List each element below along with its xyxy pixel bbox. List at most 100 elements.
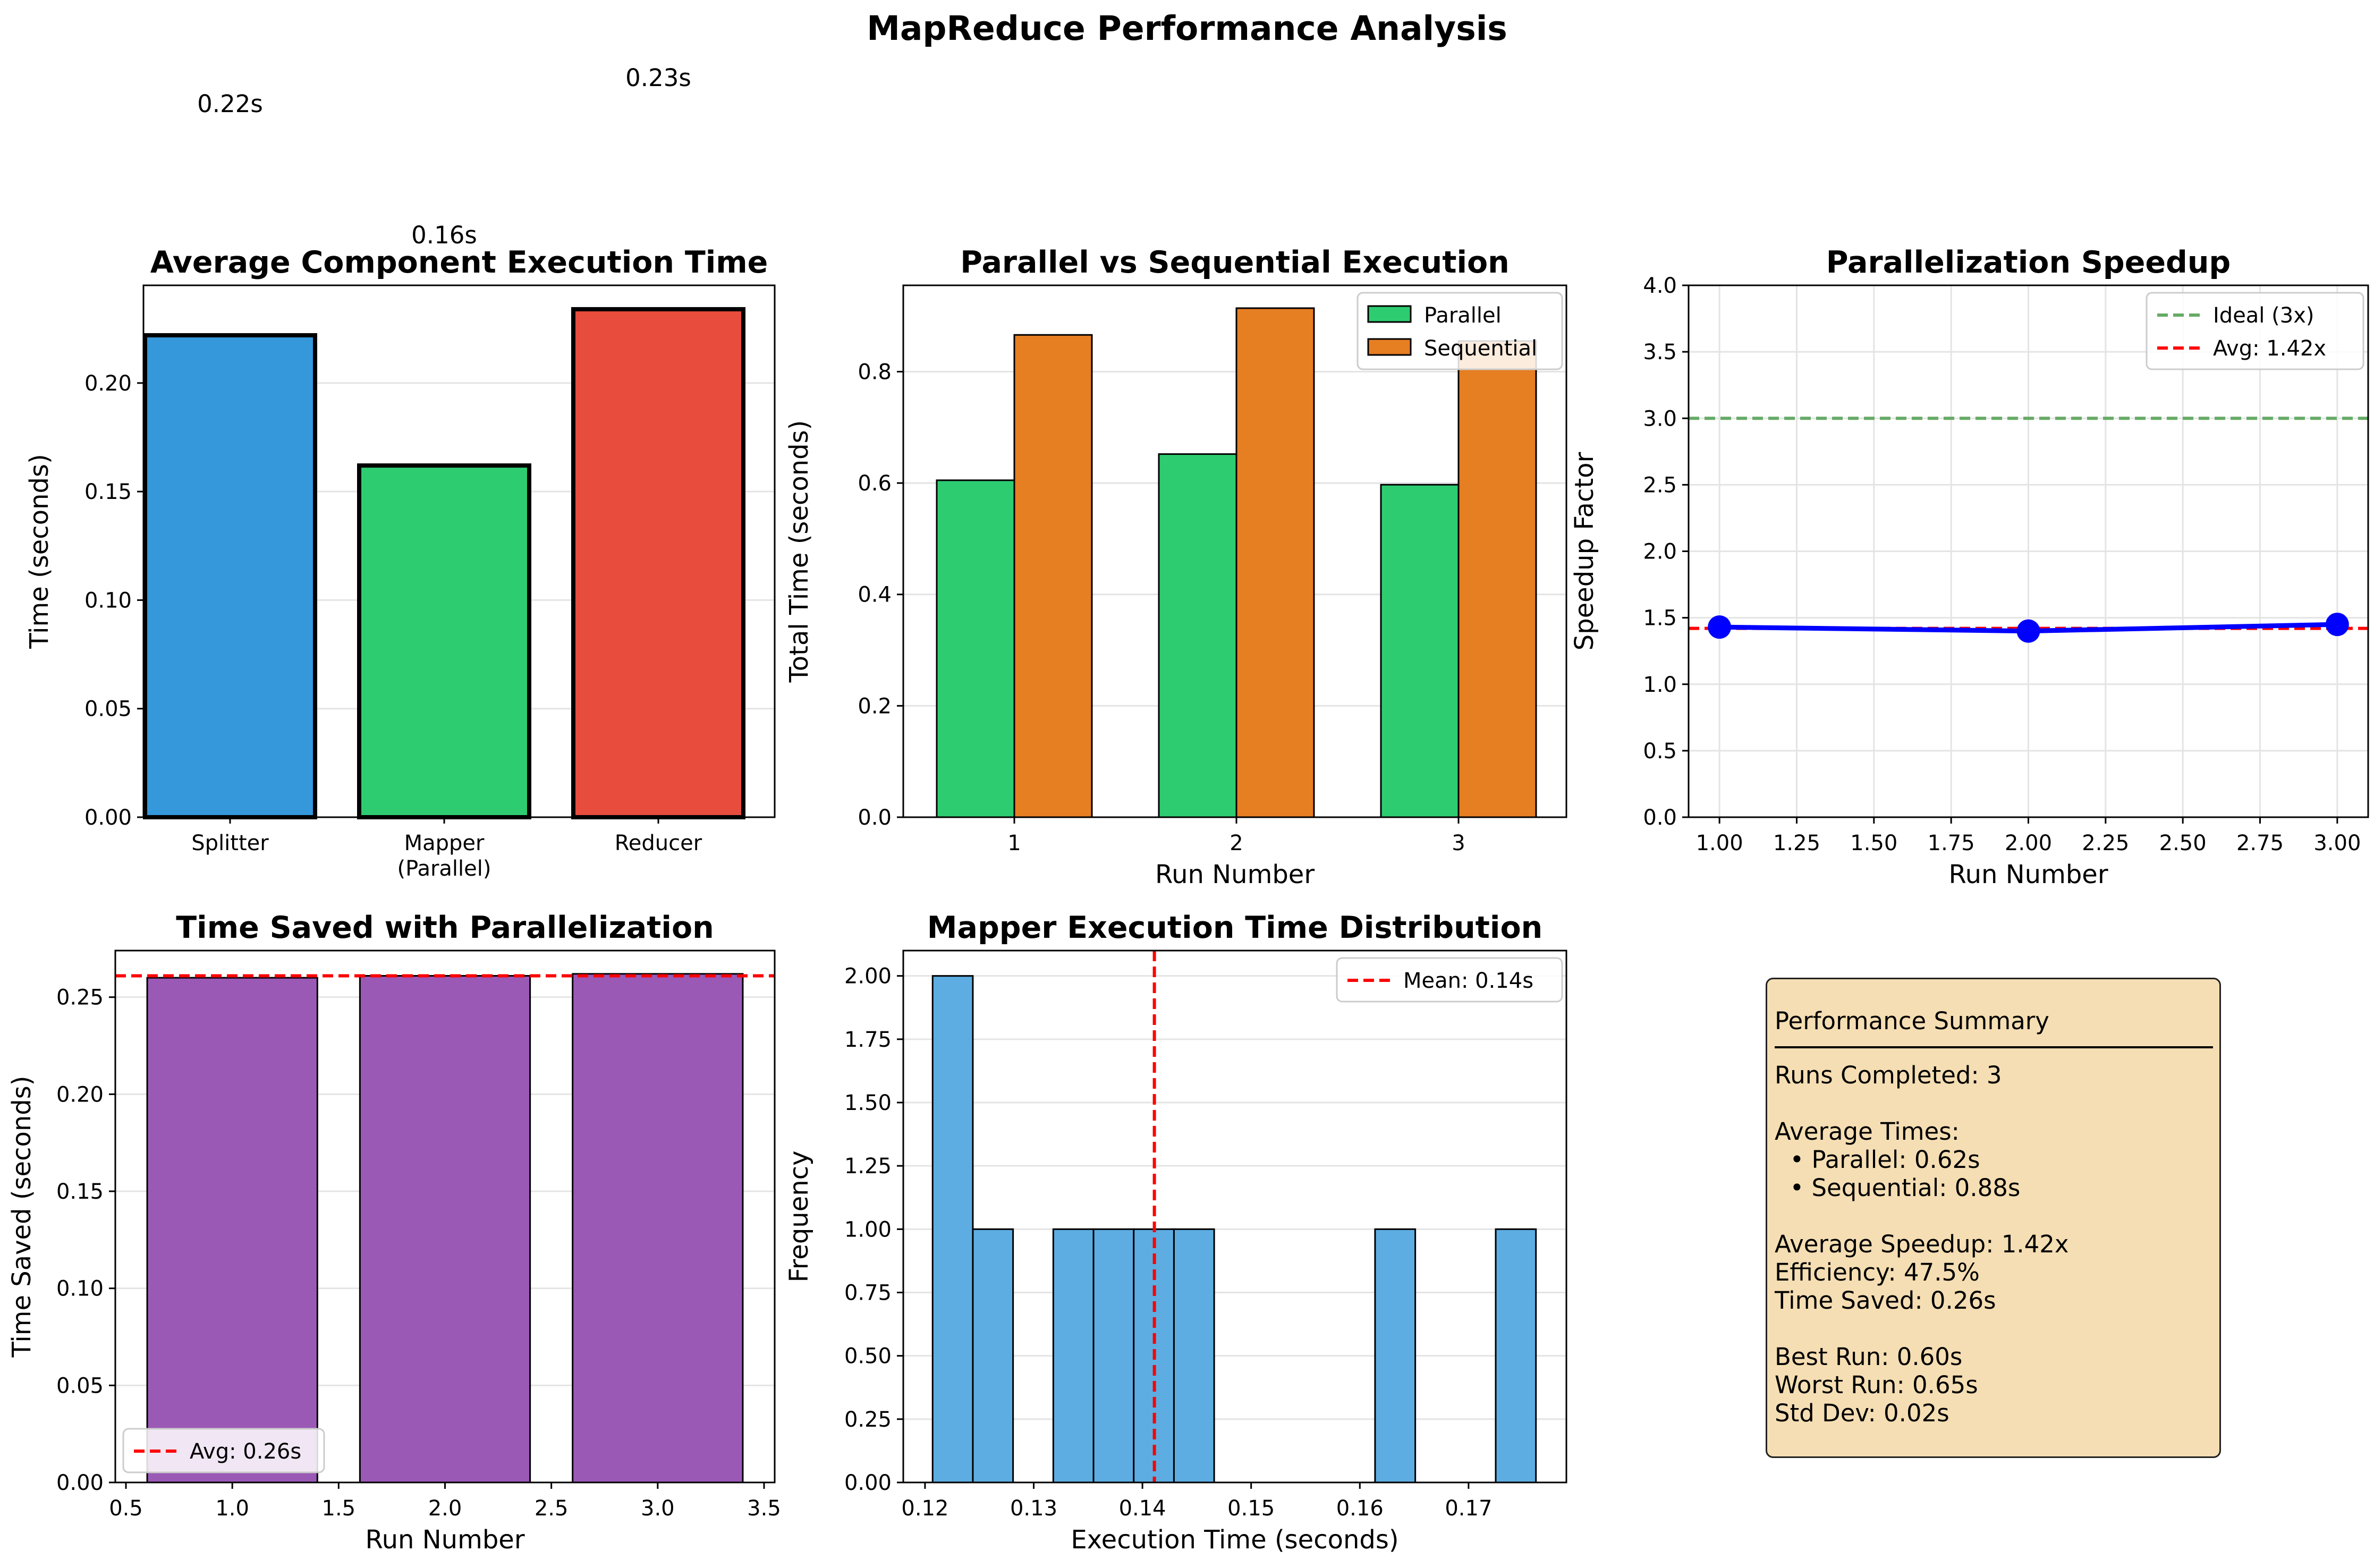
x-axis-label: Run Number: [365, 1525, 524, 1555]
histogram-bar: [1374, 1228, 1417, 1484]
y-tick-label: 0.20: [56, 1082, 104, 1107]
summary-title: Performance Summary: [1775, 1007, 2049, 1035]
x-tick-label: 1.5: [322, 1496, 356, 1521]
panel-title: Time Saved with Parallelization: [176, 910, 714, 945]
charts-layer: 0.22s 0.16s 0.23s 0.00 0.05 0.10 0.15 0.20 Split…: [7, 64, 2369, 1555]
y-tick-label: 3.5: [1643, 340, 1677, 365]
bar: [572, 973, 744, 1484]
bar: [359, 974, 531, 1484]
x-tick-label: 0.14: [1119, 1496, 1166, 1521]
bar-data-label: 0.16s: [411, 221, 477, 249]
y-tick-label: 1.25: [844, 1154, 892, 1179]
x-axis-label: Run Number: [1948, 860, 2108, 889]
speedup-point: [1708, 615, 1732, 639]
histogram-bar: [1173, 1228, 1215, 1484]
x-tick-label: 0.15: [1227, 1496, 1275, 1521]
x-tick-label: 0.5: [109, 1496, 143, 1521]
summary-line: • Parallel: 0.62s: [1775, 1146, 1980, 1174]
x-tick-label: 2.00: [2005, 831, 2052, 855]
speedup-point: [2325, 613, 2349, 637]
chart-time-saved: 0.00 0.05 0.10 0.15 0.20 0.25 0.5 1.0 1.5 2.0 2.5 3…: [7, 910, 781, 1555]
bar-parallel: [1380, 484, 1460, 818]
x-tick-label: 1.00: [1696, 831, 1743, 855]
bar-parallel: [936, 479, 1015, 818]
axes-frame: [902, 284, 1567, 818]
legend-label: Sequential: [1424, 336, 1537, 361]
y-tick-label: 0.2: [858, 694, 892, 718]
y-axis-label: Speedup Factor: [1570, 452, 1599, 650]
legend-label: Parallel: [1424, 303, 1502, 328]
legend-box: [2146, 292, 2364, 370]
chart-mapper-distribution: 0.00 0.25 0.50 0.75 1.00 1.25 1.50 1.75 2.00 0.12…: [784, 910, 1567, 1555]
summary-line: Worst Run: 0.65s: [1775, 1371, 1978, 1399]
panel-title: Parallelization Speedup: [1826, 245, 2231, 280]
legend-swatch: [1367, 305, 1412, 323]
y-tick-label: 0.4: [858, 583, 892, 607]
legend-label: Ideal (3x): [2213, 303, 2314, 328]
legend-swatch: [1367, 338, 1412, 356]
x-tick-label: 3.0: [641, 1496, 675, 1521]
histogram-bar: [1495, 1228, 1537, 1484]
legend-label: Mean: 0.14s: [1403, 969, 1533, 993]
y-tick-label: 0.0: [1643, 806, 1677, 830]
x-tick-label: 2.50: [2159, 831, 2207, 855]
y-tick-label: 0.6: [858, 471, 892, 496]
y-tick-label: 1.00: [844, 1217, 892, 1242]
bar: [571, 307, 745, 819]
histogram-bar: [972, 1228, 1014, 1484]
x-axis-label: Run Number: [1155, 860, 1315, 889]
x-axis-label: Execution Time (seconds): [1071, 1525, 1398, 1555]
y-tick-label: 0.75: [844, 1281, 892, 1306]
histogram-bar: [931, 975, 974, 1484]
x-tick-label: 3: [1452, 831, 1465, 855]
y-tick-label: 0.25: [844, 1408, 892, 1432]
x-tick-label: Reducer: [615, 831, 702, 855]
y-axis-label: Time Saved (seconds): [7, 1076, 37, 1358]
summary-line: Average Times:: [1775, 1117, 1960, 1146]
x-tick-label: 1.25: [1773, 831, 1820, 855]
y-tick-label: 0.5: [1643, 739, 1677, 764]
histogram-bar: [1092, 1228, 1135, 1484]
x-tick-label: (Parallel): [397, 857, 491, 881]
performance-summary-box: Performance Summary Runs Completed: 3 Av…: [1766, 978, 2221, 1458]
y-tick-label: 0.15: [84, 480, 132, 504]
y-axis-label: Frequency: [784, 1151, 814, 1283]
y-tick-label: 2.0: [1643, 540, 1677, 564]
speedup-point: [2016, 619, 2040, 643]
x-tick-label: 3.00: [2313, 831, 2361, 855]
x-tick-label: 2.0: [428, 1496, 462, 1521]
y-axis-label: Time (seconds): [24, 454, 54, 649]
y-tick-label: 0.05: [84, 697, 132, 722]
y-tick-label: 0.50: [844, 1344, 892, 1369]
x-tick-label: 1: [1007, 831, 1021, 855]
y-tick-label: 1.5: [1643, 606, 1677, 631]
y-tick-label: 0.00: [56, 1471, 104, 1495]
x-tick-label: 2.5: [535, 1496, 569, 1521]
bar-sequential: [1235, 307, 1315, 818]
y-tick-label: 0.00: [844, 1471, 892, 1495]
bar-sequential: [1457, 340, 1537, 818]
x-tick-label: 3.5: [747, 1496, 781, 1521]
panel-title: Mapper Execution Time Distribution: [927, 910, 1542, 945]
legend-box: [122, 1428, 325, 1473]
axes-frame: [142, 284, 776, 818]
y-tick-label: 0.25: [56, 986, 104, 1010]
chart-component-times: 0.22s 0.16s 0.23s 0.00 0.05 0.10 0.15 0.20 Split…: [24, 64, 776, 881]
y-tick-label: 0.00: [84, 806, 132, 830]
panel-title: Average Component Execution Time: [150, 245, 768, 280]
summary-line: Time Saved: 0.26s: [1775, 1286, 1996, 1315]
x-tick-label: 1.75: [1928, 831, 1975, 855]
x-tick-label: Mapper: [404, 831, 485, 855]
x-tick-label: 0.12: [901, 1496, 948, 1521]
x-tick-label: 0.17: [1445, 1496, 1492, 1521]
x-tick-label: 2.75: [2236, 831, 2284, 855]
axes-frame: [902, 950, 1567, 1484]
bar-data-label: 0.23s: [625, 64, 691, 92]
x-tick-label: 0.16: [1336, 1496, 1384, 1521]
summary-line: Std Dev: 0.02s: [1775, 1399, 1949, 1427]
y-tick-label: 1.75: [844, 1028, 892, 1052]
x-tick-label: 1.0: [215, 1496, 249, 1521]
y-tick-label: 0.20: [84, 371, 132, 396]
summary-line: Runs Completed: 3: [1775, 1061, 2002, 1089]
